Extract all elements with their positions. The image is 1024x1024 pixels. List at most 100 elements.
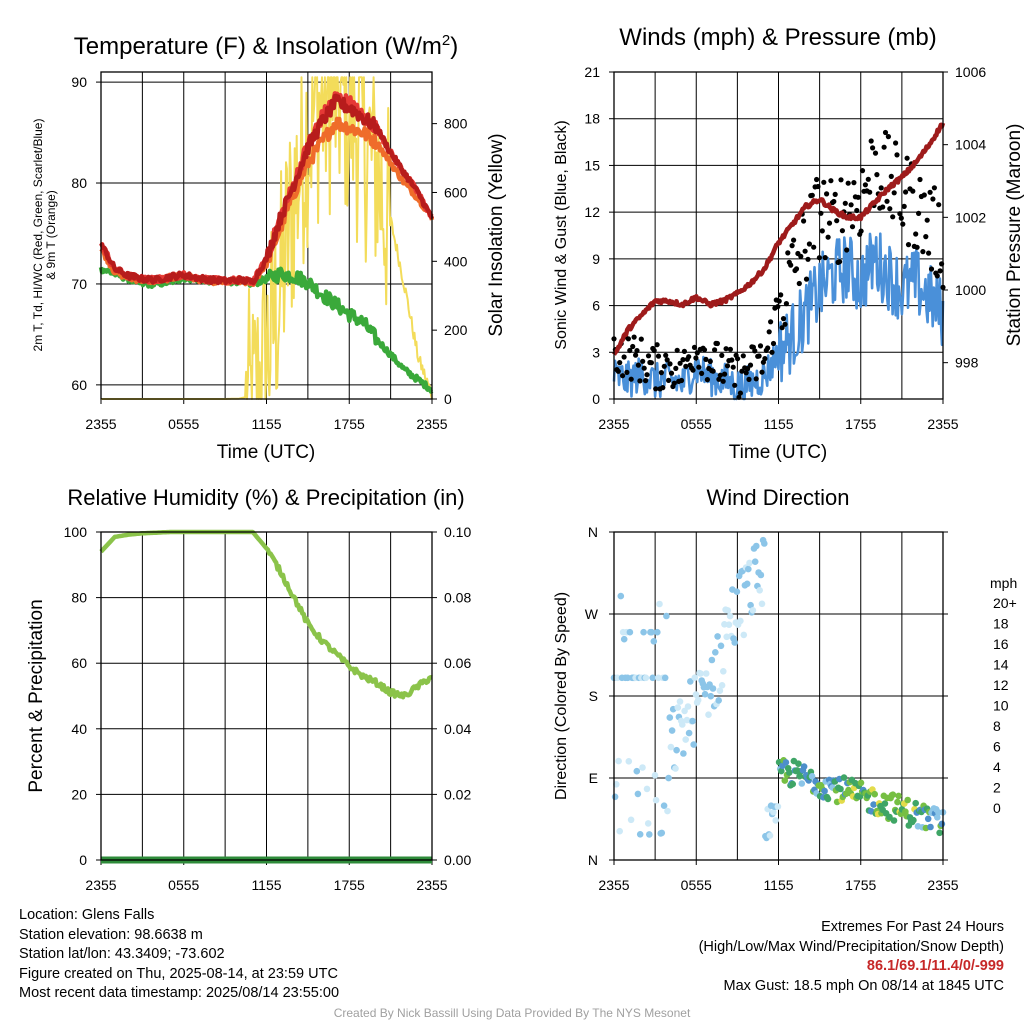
gust-point	[690, 367, 696, 373]
gust-point	[780, 316, 787, 322]
humidity-xtick-label: 0555	[168, 877, 199, 893]
gust-point	[923, 234, 929, 240]
winds-ytick-label-left: 9	[592, 251, 600, 267]
temperature-xtick-label: 0555	[168, 416, 199, 432]
gust-point	[839, 228, 846, 234]
gust-point	[789, 243, 795, 249]
winds-ytick-label-right: 1000	[955, 282, 986, 298]
direction-point	[613, 781, 620, 788]
gust-point	[937, 268, 943, 274]
direction-point	[935, 809, 942, 816]
gust-point	[719, 352, 725, 358]
direction-point	[936, 829, 943, 837]
direction-point	[644, 820, 652, 827]
direction-point	[625, 758, 633, 765]
gust-point	[814, 176, 820, 183]
gust-point	[811, 244, 817, 250]
direction-point	[708, 656, 716, 664]
temperature-xtick-label: 2355	[85, 416, 116, 432]
winds-ytick-label-left: 3	[592, 344, 600, 360]
direction-point	[778, 767, 785, 775]
direction-point	[894, 798, 901, 806]
direction-point	[904, 796, 911, 804]
gust-point	[628, 376, 634, 382]
location-text: Location: Glens Falls	[19, 907, 155, 923]
direction-point	[667, 743, 675, 751]
direction-point	[633, 767, 641, 775]
direction-point	[715, 697, 722, 704]
gust-point	[668, 370, 675, 376]
gust-point	[654, 342, 660, 348]
gust-point	[727, 346, 734, 352]
humidity-ytick-label-right: 0.10	[444, 524, 471, 540]
gust-point	[644, 372, 650, 378]
gust-point	[693, 355, 699, 361]
gust-point	[924, 217, 930, 223]
gust-point	[717, 372, 723, 378]
gust-point	[766, 329, 772, 335]
direction-point	[886, 813, 893, 821]
direction-point	[938, 820, 946, 828]
direction-point	[870, 801, 877, 808]
direction-point	[798, 780, 806, 787]
gust-point	[793, 266, 800, 272]
gust-point	[785, 250, 791, 256]
direction-point	[643, 785, 651, 793]
direction-point	[800, 763, 808, 770]
gust-point	[791, 237, 797, 243]
direction-point	[720, 668, 727, 675]
pressure-line	[612, 122, 946, 356]
gust-point	[710, 368, 716, 374]
gust-point	[931, 185, 938, 191]
winds-ytick-label-right: 1006	[955, 64, 986, 80]
gust-point	[720, 378, 726, 384]
gust-point	[729, 357, 735, 363]
direction-xtick-label: 1155	[763, 877, 793, 893]
direction-point	[707, 692, 715, 700]
temperature-ytick-label-left: 80	[71, 175, 87, 191]
gust-point	[712, 347, 718, 353]
direction-point	[714, 633, 721, 640]
direction-point	[680, 750, 687, 757]
direction-point	[757, 571, 765, 579]
humidity-xtick-label: 2355	[85, 877, 116, 893]
gust-point	[691, 344, 698, 350]
direction-point	[616, 827, 623, 835]
colorbar-label: 2	[993, 779, 1001, 795]
extremes-values: 86.1/69.1/11.4/0/-999	[866, 958, 1004, 974]
gust-point	[631, 334, 637, 340]
humidity-ytick-label-right: 0.06	[444, 655, 471, 671]
direction-point	[733, 588, 741, 595]
temperature-panel: 2355 0555 1155 1755 2355 60 70 80 90 0 200 400 600 80…	[31, 32, 507, 463]
created-text: Figure created on Thu, 2025-08-14, at 23…	[19, 965, 338, 982]
gust-point	[732, 382, 738, 388]
gust-point	[658, 370, 665, 376]
winds-xtick-label: 2355	[927, 416, 958, 432]
gust-point	[680, 357, 686, 363]
direction-point	[751, 558, 759, 565]
gust-point	[928, 266, 935, 272]
gust-point	[917, 176, 923, 183]
gust-point	[815, 183, 821, 190]
gust-point	[893, 140, 899, 146]
humidity-ytick-label-right: 0.08	[444, 590, 471, 606]
direction-point	[636, 831, 644, 838]
direction-point	[682, 736, 689, 743]
colorbar-label: 12	[993, 677, 1009, 693]
gust-point	[819, 228, 825, 234]
direction-point	[665, 774, 672, 782]
gust-point	[874, 172, 880, 178]
winds-ytick-label-left: 6	[592, 298, 600, 314]
direction-point	[685, 729, 693, 737]
direction-point	[808, 773, 816, 780]
gust-point	[638, 336, 644, 342]
gust-point	[831, 198, 837, 205]
gust-point	[824, 191, 830, 197]
gust-point	[816, 255, 823, 261]
direction-point	[737, 617, 744, 625]
max-gust-text: Max Gust: 18.5 mph On 08/14 at 1845 UTC	[723, 977, 1004, 994]
gust-point	[765, 345, 771, 351]
gust-point	[870, 145, 876, 151]
gust-point	[686, 354, 692, 360]
